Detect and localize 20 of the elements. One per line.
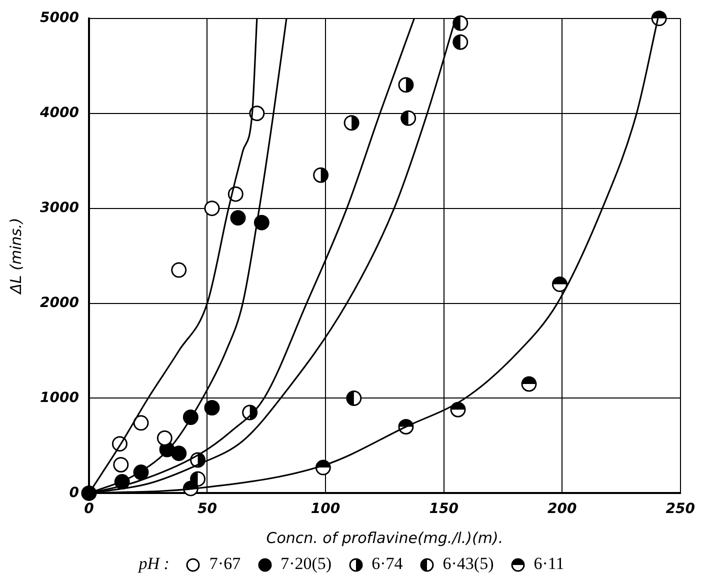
x-tick-label: 150 — [429, 501, 459, 518]
x-tick-label: 50 — [198, 501, 218, 518]
y-tick-label: 2000 — [40, 294, 80, 311]
y-tick-label: 0 — [69, 484, 80, 501]
x-tick-label: 100 — [310, 501, 340, 518]
x-tick-label: 200 — [547, 501, 577, 518]
y-axis-title: ΔL (mins.) — [6, 218, 25, 295]
legend-label: 7·67 — [209, 554, 241, 573]
legend-label: 6·11 — [534, 554, 564, 573]
y-tick-label: 3000 — [40, 200, 80, 216]
y-tick-label: 1000 — [40, 390, 80, 406]
y-tick-label: 5000 — [40, 10, 80, 26]
legend-label: 6·43(5) — [442, 554, 494, 573]
legend-label: 7·20(5) — [280, 554, 332, 573]
x-tick-label: 250 — [666, 501, 696, 518]
legend-title: pH : — [138, 554, 170, 573]
y-tick-label: 4000 — [38, 105, 80, 121]
legend-label: 6·74 — [372, 554, 403, 573]
x-tick-label: 0 — [84, 501, 94, 518]
x-axis-title: Concn. of proflavine(mg./l.)(m). — [266, 528, 504, 547]
